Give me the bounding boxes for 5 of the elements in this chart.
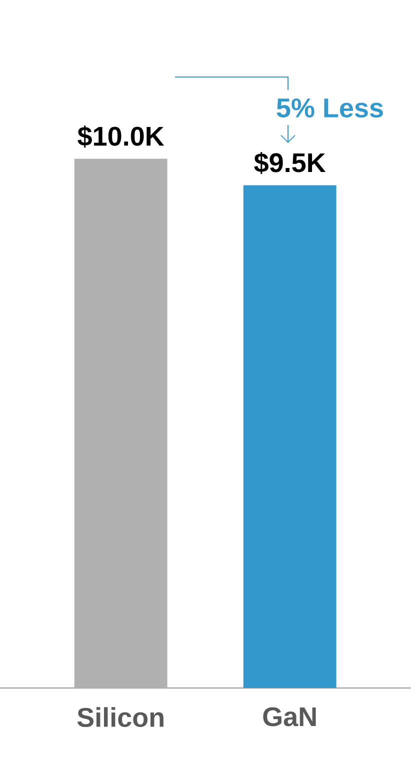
data-label: $10.0K — [78, 126, 164, 148]
text: 5% Less — [276, 98, 383, 118]
data-label: $9.5K — [254, 152, 326, 174]
x-tick-label: Silicon — [77, 707, 164, 728]
x-tick-label: GaN — [263, 707, 316, 726]
